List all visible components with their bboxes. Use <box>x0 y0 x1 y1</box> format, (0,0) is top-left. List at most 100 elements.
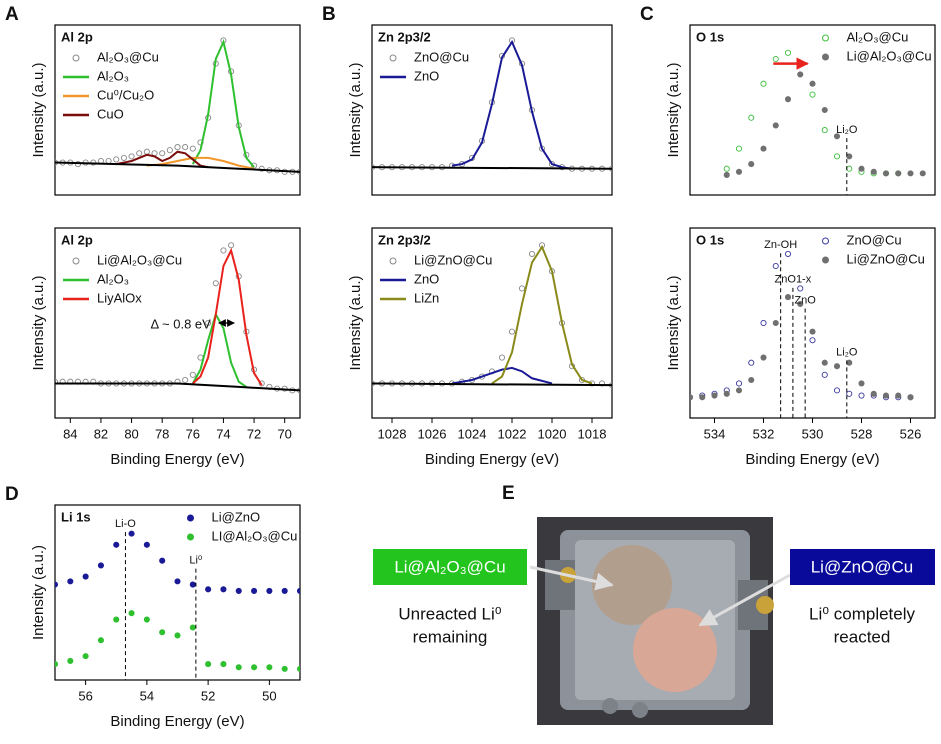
panel-label: B <box>322 4 336 25</box>
x-tick-label: 84 <box>63 426 77 441</box>
data-point <box>258 380 265 387</box>
data-point <box>113 541 120 548</box>
caption: Unreacted Li⁰ <box>398 604 501 623</box>
data-point <box>143 616 150 623</box>
data-point <box>55 581 59 588</box>
legend-label: LI@Al₂O₃@Cu <box>212 528 298 543</box>
data-point <box>797 300 804 308</box>
data-point <box>296 587 300 594</box>
panel-label: C <box>640 4 654 25</box>
legend-label: Li@ZnO@Cu <box>847 251 925 266</box>
annotation: ZnO1-x <box>775 274 812 286</box>
data-point <box>498 354 506 361</box>
caption: reacted <box>834 627 891 646</box>
plot-frame <box>371 227 613 419</box>
legend-swatch <box>389 257 397 265</box>
chart-title: Zn 2p3/2 <box>378 29 431 44</box>
data-point <box>809 328 816 335</box>
data-point <box>858 392 865 399</box>
data-point <box>723 165 730 172</box>
data-point <box>228 242 235 249</box>
data-point <box>772 319 779 327</box>
data-point <box>120 154 127 161</box>
data-point <box>699 394 706 401</box>
data-point <box>895 170 902 177</box>
data-point <box>97 562 104 569</box>
data-point <box>174 578 181 585</box>
data-point <box>760 80 767 87</box>
data-point <box>760 319 767 327</box>
data-point <box>136 150 143 157</box>
data-point <box>809 80 816 87</box>
data-point <box>113 616 120 623</box>
data-point <box>797 285 804 292</box>
data-point <box>748 114 755 121</box>
data-point <box>833 133 841 140</box>
fit-line <box>491 244 593 385</box>
y-axis-label: Intensity (a.u.) <box>665 275 682 370</box>
panel-label: A <box>5 4 19 25</box>
data-point <box>205 586 212 593</box>
data-point <box>266 587 273 594</box>
plot-frame <box>54 227 301 419</box>
data-point <box>235 587 242 594</box>
plot-area <box>372 37 612 172</box>
data-point <box>518 285 526 292</box>
data-point <box>143 541 150 548</box>
data-point <box>159 629 166 636</box>
plot-area <box>55 530 300 672</box>
chart-title: Zn 2p3/2 <box>378 232 431 247</box>
fit-line <box>146 156 255 170</box>
annotation: ZnO <box>794 294 816 306</box>
data-point <box>870 168 877 175</box>
x-tick-label: 1028 <box>378 426 407 441</box>
legend-swatch <box>822 256 829 264</box>
plot-area <box>723 49 926 178</box>
data-point <box>205 661 212 668</box>
annotation: Li₂O <box>836 124 858 136</box>
legend-label: ZnO@Cu <box>414 49 469 64</box>
plot-area <box>55 37 300 175</box>
fit-line <box>116 150 209 169</box>
data-point <box>895 392 902 399</box>
legend-label: Cu⁰/Cu₂O <box>97 87 154 102</box>
legend-label: Li@Al₂O₃@Cu <box>97 252 182 267</box>
data-point <box>760 145 767 152</box>
legend-label: Al₂O₃ <box>97 68 129 83</box>
data-point <box>113 156 120 163</box>
data-point <box>748 359 755 366</box>
x-tick-label: 80 <box>124 426 138 441</box>
legend-label: Al₂O₃ <box>97 271 129 286</box>
x-tick-label: 56 <box>78 688 92 703</box>
annotation: Zn-OH <box>764 239 797 251</box>
fit-line <box>372 382 612 387</box>
plot-frame <box>689 24 936 196</box>
data-point <box>166 147 173 154</box>
data-point <box>220 661 227 668</box>
x-tick-label: 1020 <box>538 426 567 441</box>
x-axis-label: Binding Energy (eV) <box>110 451 244 468</box>
data-point <box>97 637 104 644</box>
data-point <box>858 380 865 387</box>
data-point <box>67 657 74 664</box>
data-point <box>266 664 273 671</box>
x-tick-label: 54 <box>140 688 154 703</box>
x-tick-label: 528 <box>851 426 873 441</box>
data-point <box>833 387 841 394</box>
data-point <box>735 168 743 175</box>
legend-swatch <box>389 54 397 62</box>
fit-line <box>192 247 263 386</box>
data-point <box>772 55 779 63</box>
data-point <box>182 376 189 384</box>
y-axis-label: Intensity (a.u.) <box>347 275 364 370</box>
data-point <box>67 578 74 585</box>
y-axis-label: Intensity (a.u.) <box>30 545 47 640</box>
data-point <box>528 250 536 257</box>
data-point <box>235 664 242 671</box>
data-point <box>919 170 926 177</box>
data-point <box>296 665 300 672</box>
panel-label: D <box>5 484 19 505</box>
fit-line <box>372 166 612 170</box>
data-point <box>735 380 743 387</box>
data-point <box>128 610 135 617</box>
